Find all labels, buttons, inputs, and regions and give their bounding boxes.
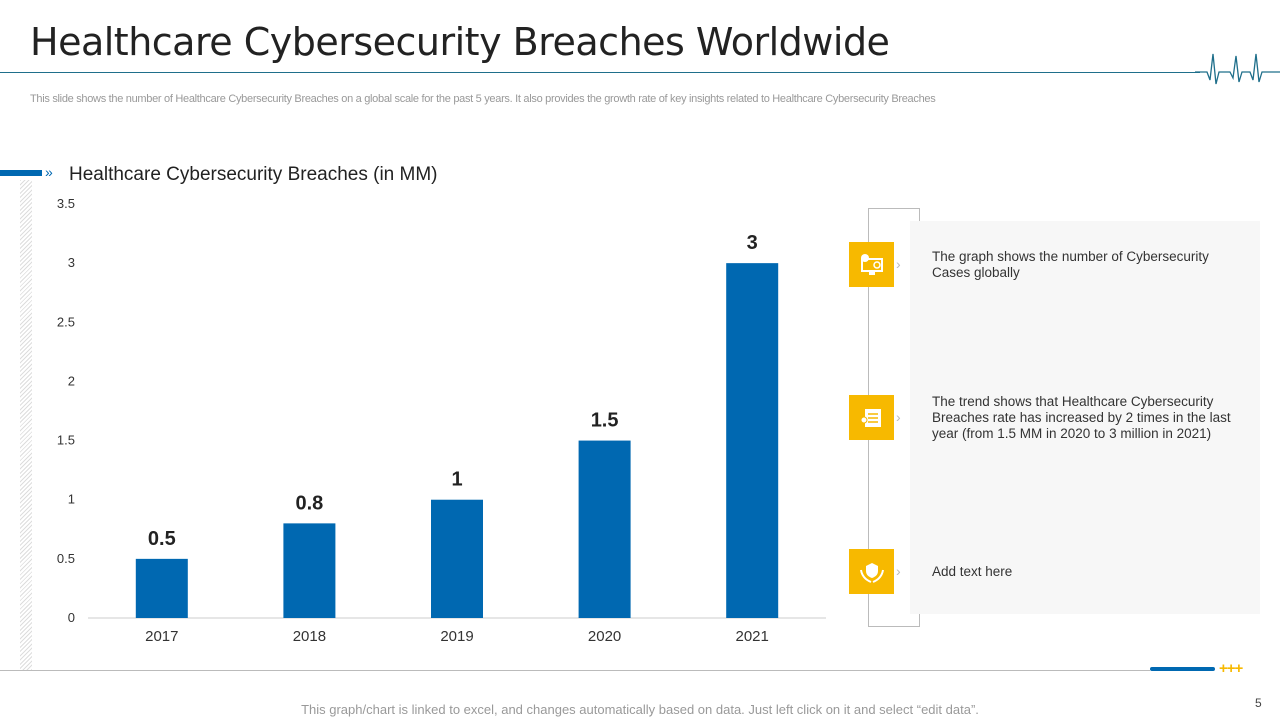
x-tick-label: 2020: [588, 628, 621, 645]
data-label: 0.5: [148, 528, 176, 550]
data-label: 3: [747, 232, 758, 254]
bar: [283, 523, 336, 618]
hands-shield-icon: [849, 549, 894, 594]
data-label: 1.5: [591, 410, 619, 432]
bar-chart[interactable]: 0 0.5 1 1.5 2 2.5 3 3.5 0.5 2017 0.8 2018 1 2019 1.5 20…: [0, 0, 840, 660]
y-tick-label: 0: [68, 610, 75, 625]
insights-panel: [910, 221, 1260, 614]
y-tick-label: 3: [68, 255, 75, 270]
computer-security-icon: [849, 242, 894, 287]
data-label: 1: [451, 469, 462, 491]
y-tick-label: 1: [68, 492, 75, 507]
y-tick-label: 2: [68, 373, 75, 388]
title-divider: [0, 72, 1200, 73]
chevron-right-icon: ›: [896, 409, 901, 425]
bar: [578, 440, 631, 618]
footer-accent: [1150, 667, 1215, 671]
chevron-right-icon: ›: [896, 563, 901, 579]
y-tick-label: 2.5: [57, 314, 75, 329]
x-tick-label: 2019: [440, 628, 473, 645]
x-tick-label: 2018: [293, 628, 326, 645]
x-tick-label: 2017: [145, 628, 178, 645]
chevron-right-icon: ›: [896, 256, 901, 272]
insight-text: The graph shows the number of Cybersecur…: [932, 249, 1209, 280]
plus-decoration: +++: [1219, 660, 1243, 677]
bar: [431, 499, 483, 618]
insight-text: Add text here: [932, 564, 1013, 579]
data-label: 0.8: [295, 492, 323, 514]
insight-text: The trend shows that Healthcare Cybersec…: [932, 394, 1231, 441]
heartbeat-icon: [1195, 53, 1280, 85]
footer-note: This graph/chart is linked to excel, and…: [301, 702, 979, 717]
bar: [726, 263, 779, 618]
footer-divider: [0, 670, 1150, 671]
bar: [135, 558, 188, 618]
hatch-decoration: [20, 180, 32, 670]
document-certificate-icon: [849, 395, 894, 440]
y-tick-label: 0.5: [57, 551, 75, 566]
chart-title-accent: [0, 170, 42, 176]
page-number: 5: [1255, 696, 1262, 710]
slide-subtitle: This slide shows the number of Healthcar…: [30, 93, 936, 105]
double-chevron-icon: »: [45, 164, 53, 180]
y-tick-label: 1.5: [57, 433, 75, 448]
x-tick-label: 2021: [736, 628, 769, 645]
page-title: Healthcare Cybersecurity Breaches Worldw…: [30, 20, 890, 64]
y-tick-label: 3.5: [57, 196, 75, 211]
chart-title: Healthcare Cybersecurity Breaches (in MM…: [69, 164, 438, 185]
